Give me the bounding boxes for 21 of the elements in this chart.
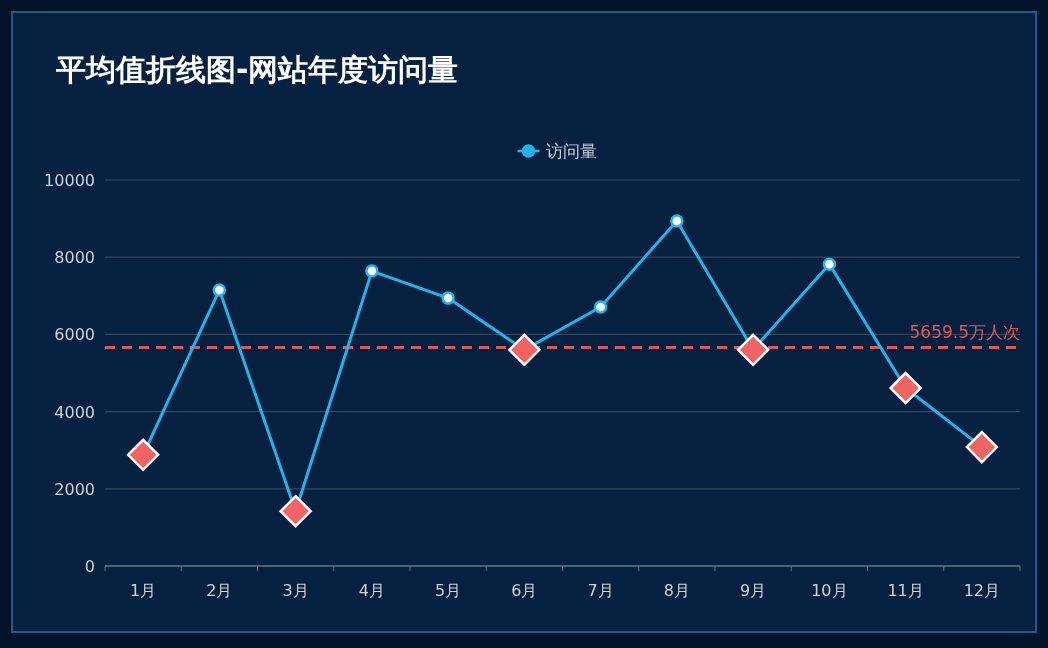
x-tick-label: 10月 bbox=[811, 581, 848, 600]
x-tick-label: 9月 bbox=[740, 581, 767, 600]
y-tick-label: 0 bbox=[84, 557, 95, 576]
x-tick-label: 4月 bbox=[358, 581, 385, 600]
y-tick-label: 2000 bbox=[54, 479, 95, 499]
x-tick-label: 8月 bbox=[663, 581, 690, 600]
x-tick-label: 6月 bbox=[511, 581, 538, 600]
x-tick-label: 1月 bbox=[130, 581, 157, 600]
y-tick-label: 4000 bbox=[54, 402, 95, 422]
x-tick-label: 2月 bbox=[206, 581, 233, 600]
x-tick-label: 12月 bbox=[963, 581, 1001, 600]
ref-line-label: 5659.5万人次 bbox=[909, 321, 1020, 342]
x-tick-label: 7月 bbox=[587, 581, 614, 600]
y-tick-label: 10000 bbox=[44, 171, 95, 190]
x-tick-label: 11月 bbox=[887, 581, 924, 600]
y-tick-label: 8000 bbox=[54, 248, 95, 268]
x-tick-label: 3月 bbox=[282, 581, 309, 600]
x-tick-label: 5月 bbox=[435, 581, 462, 600]
chart-title: 平均值折线图-网站年度访问量 bbox=[55, 52, 459, 87]
legend-label: 访问量 bbox=[545, 141, 597, 161]
y-tick-label: 6000 bbox=[54, 325, 95, 345]
